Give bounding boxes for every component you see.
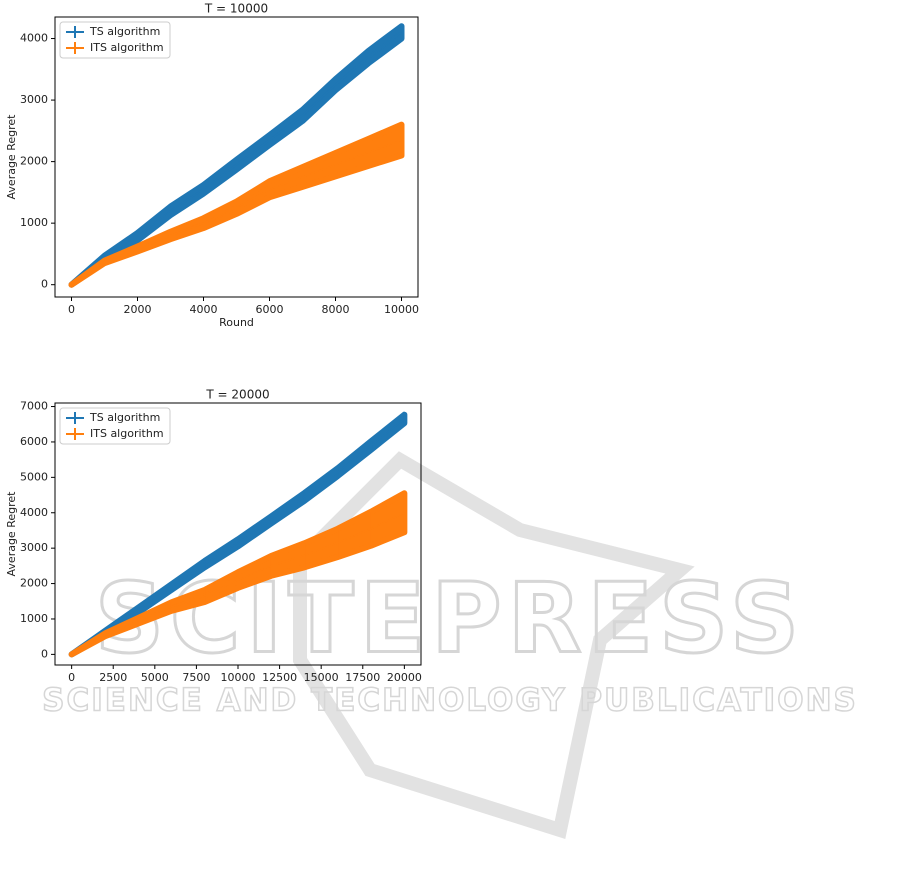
- x-tick-label: 2000: [124, 303, 152, 316]
- y-tick-label: 2000: [20, 577, 48, 590]
- x-tick-label: 17500: [345, 671, 380, 684]
- chart-title: T = 10000: [204, 2, 268, 16]
- x-tick-label: 0: [68, 303, 75, 316]
- plot-frame: [54, 16, 419, 298]
- mean-line: [71, 512, 405, 656]
- x-tick-label: 8000: [322, 303, 350, 316]
- y-tick-label: 7000: [20, 400, 48, 413]
- chart-title: T = 20000: [205, 388, 269, 402]
- y-tick-label: 5000: [20, 470, 48, 483]
- y-tick-label: 4000: [20, 32, 48, 45]
- y-tick-label: 4000: [20, 506, 48, 519]
- watermark-tagline: SCIENCE AND TECHNOLOGY PUBLICATIONS: [42, 683, 858, 719]
- y-tick-label: 6000: [20, 435, 48, 448]
- mean-line: [71, 418, 405, 656]
- y-tick-label: 2000: [20, 155, 48, 168]
- y-axis-label: Average Regret: [5, 491, 18, 577]
- y-tick-label: 0: [41, 647, 48, 660]
- x-tick-label: 6000: [256, 303, 284, 316]
- x-tick-label: 10000: [221, 671, 256, 684]
- x-axis-label: Round: [219, 316, 254, 329]
- x-tick-label: 0: [68, 671, 75, 684]
- y-tick-label: 1000: [20, 216, 48, 229]
- x-tick-label: 10000: [384, 303, 419, 316]
- y-axis-label: Average Regret: [5, 114, 18, 200]
- watermark-shape: [293, 451, 695, 840]
- x-tick-label: 12500: [262, 671, 297, 684]
- mean-line: [71, 139, 402, 286]
- y-tick-label: 3000: [20, 541, 48, 554]
- mean-line: [71, 31, 402, 286]
- legend-label: ITS algorithm: [90, 427, 164, 440]
- y-tick-label: 3000: [20, 93, 48, 106]
- legend-box: [59, 407, 171, 445]
- x-tick-label: 2500: [99, 671, 127, 684]
- x-tick-label: 20000: [387, 671, 422, 684]
- x-tick-label: 4000: [190, 303, 218, 316]
- x-tick-label: 7500: [182, 671, 210, 684]
- legend-label: TS algorithm: [89, 25, 160, 38]
- y-tick-label: 1000: [20, 612, 48, 625]
- chart: T = 10000 0 2000 4000 6000 8000 10000 0 1000 2000…: [5, 2, 419, 330]
- y-tick-label: 0: [41, 278, 48, 291]
- watermark: SCITEPRESS SCIENCE AND TECHNOLOGY PUBLIC…: [41, 451, 858, 840]
- legend-label: ITS algorithm: [90, 41, 164, 54]
- watermark-brand: SCITEPRESS: [95, 562, 805, 674]
- x-tick-label: 15000: [304, 671, 339, 684]
- legend-box: [59, 21, 171, 59]
- x-tick-label: 5000: [141, 671, 169, 684]
- legend-label: TS algorithm: [89, 411, 160, 424]
